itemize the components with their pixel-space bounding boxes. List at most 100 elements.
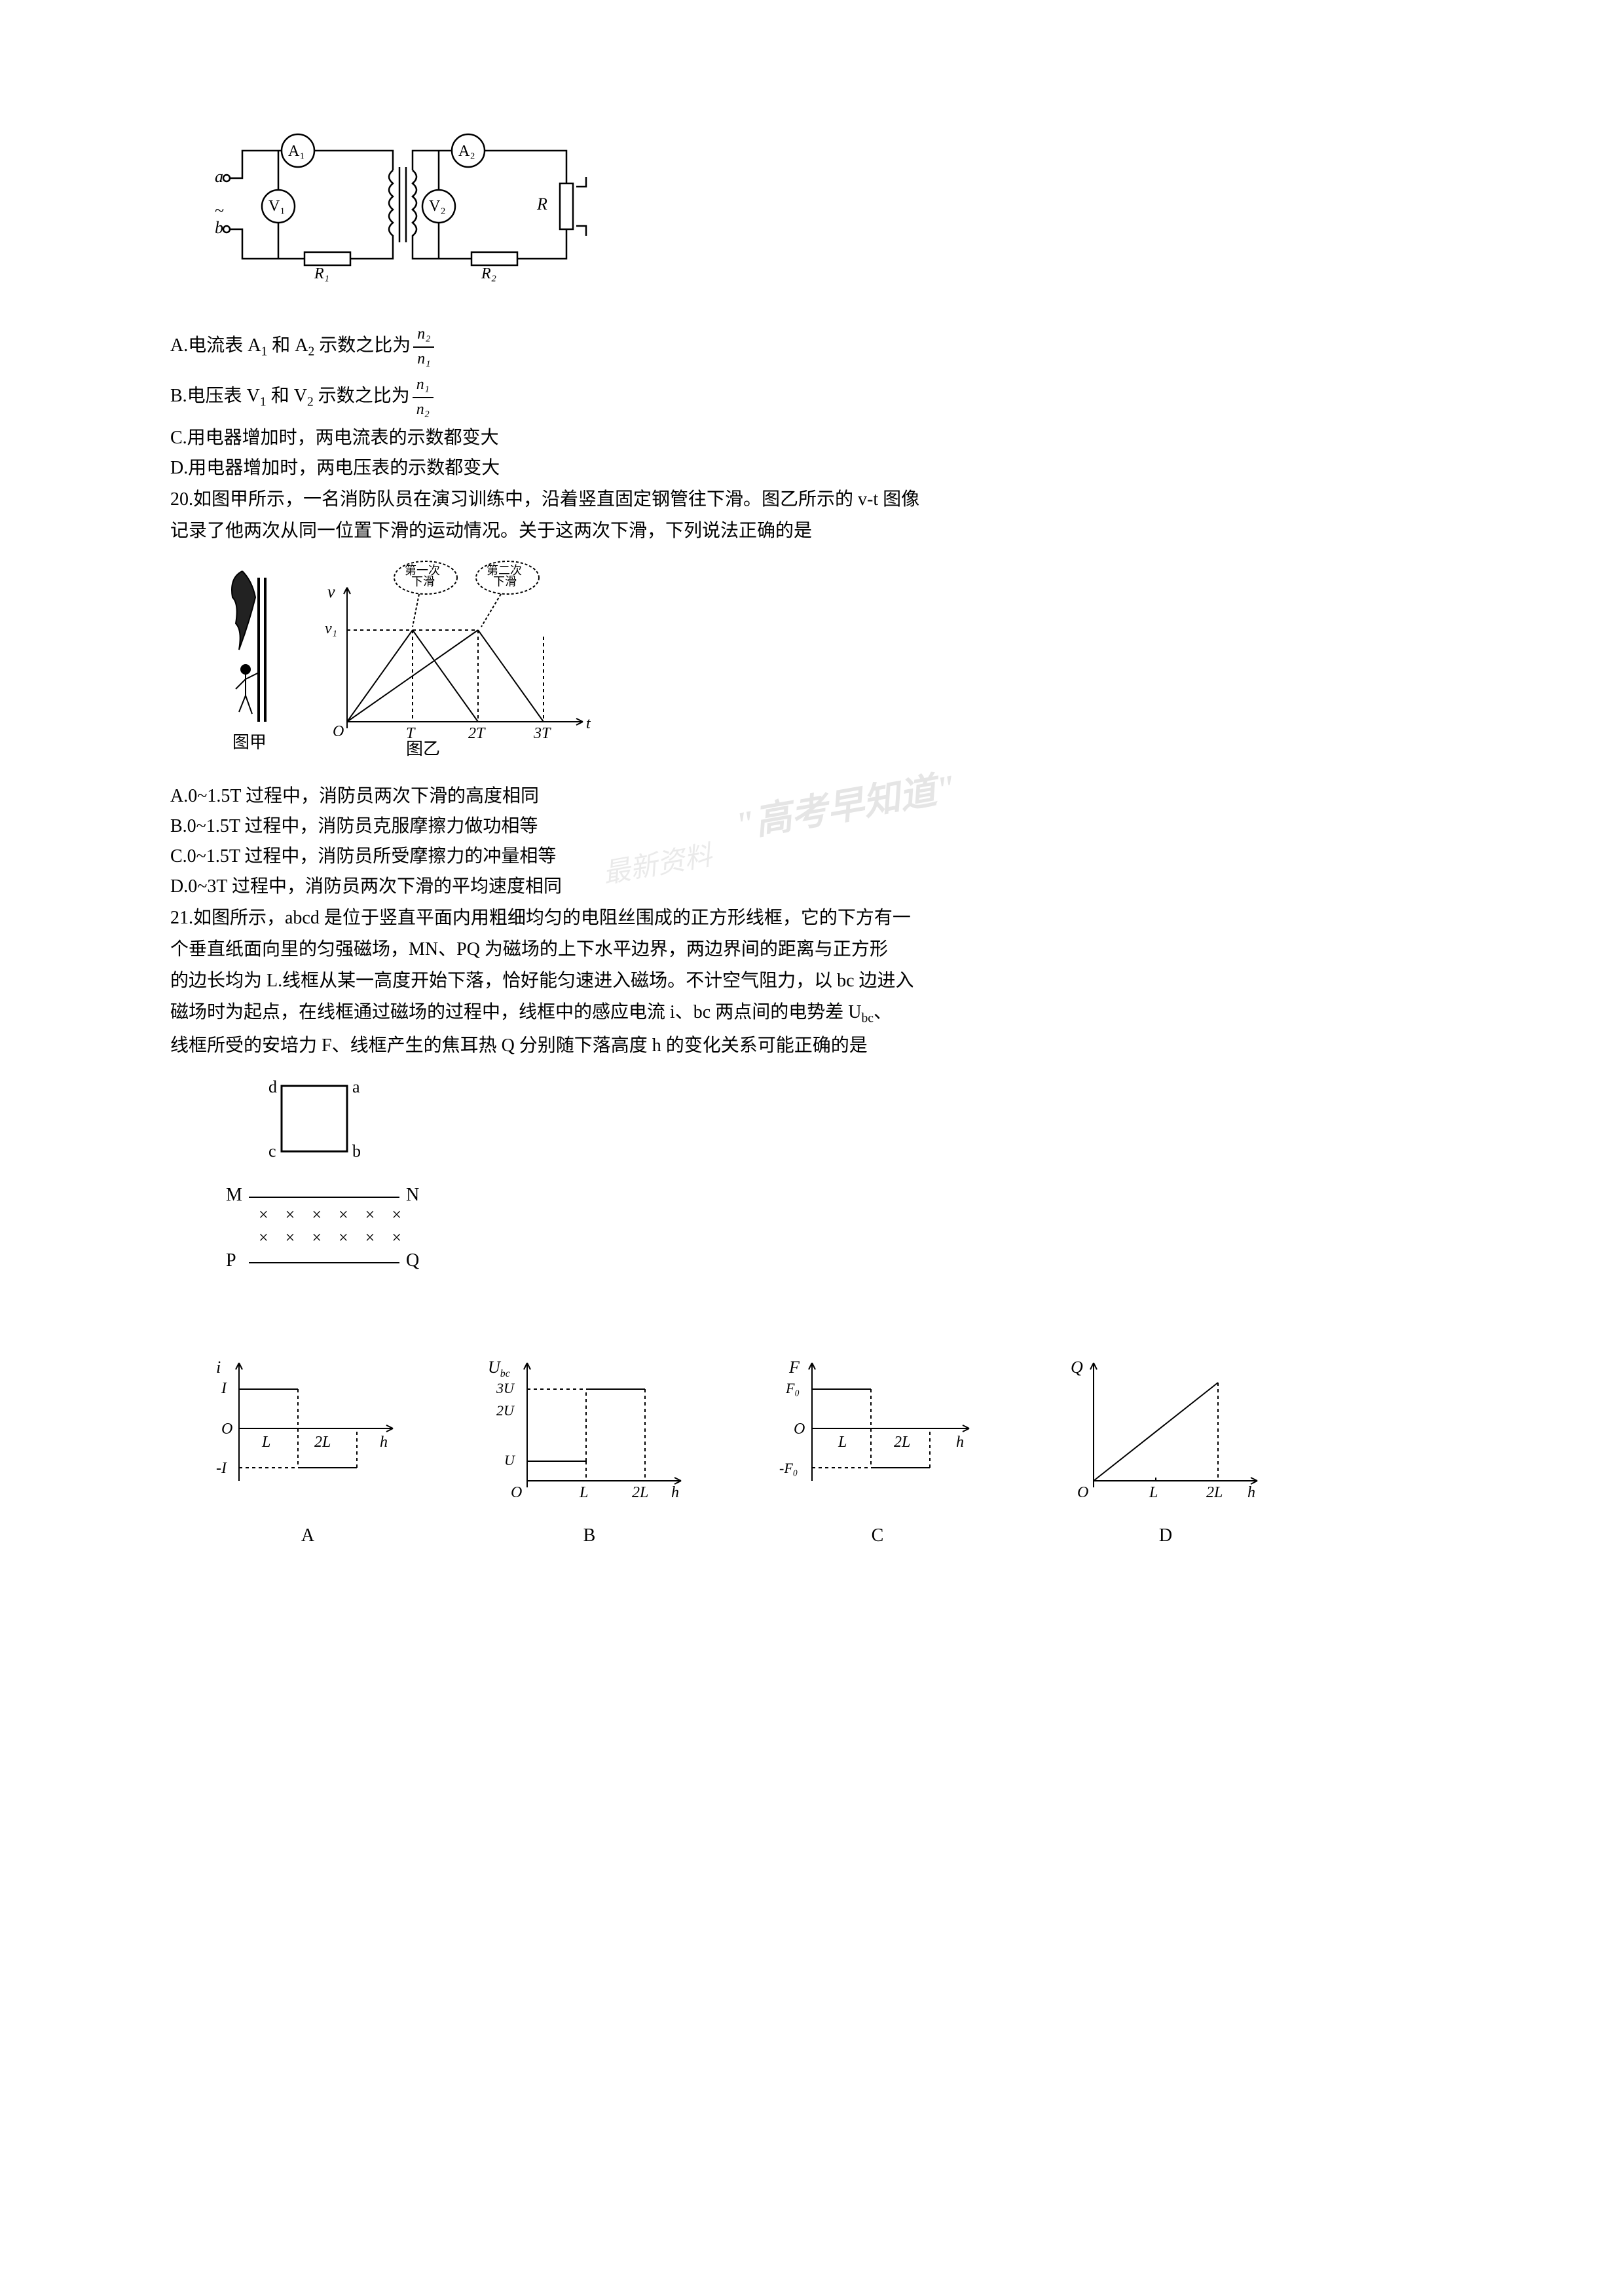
tick-F0: F₀	[785, 1380, 800, 1396]
fraction: n₂n₁	[413, 323, 434, 371]
option-text: 和 A	[267, 335, 308, 356]
label-R1: R₁	[314, 265, 329, 282]
graph-A: i I O -I L 2L h A	[210, 1350, 406, 1550]
q21-field-diagram: d a c b M N × × × × × × × × × × × × P Q	[210, 1073, 1454, 1330]
tick-L: L	[579, 1484, 588, 1501]
svg-text:× × × × × ×: × × × × × ×	[259, 1205, 401, 1224]
graph-B-svg: Ubc 3U 2U U O L 2L h	[485, 1350, 694, 1507]
option-text: A.电流表 A	[170, 335, 261, 356]
label-V1: V₁	[268, 198, 286, 215]
label-jia: 图甲	[232, 733, 267, 752]
q21-stem5: 线框所受的安培力 F、线框产生的焦耳热 Q 分别随下落高度 h 的变化关系可能正…	[170, 1032, 1454, 1060]
sub: 2	[308, 345, 314, 359]
text: 磁场时为起点，在线框通过磁场的过程中，线框中的感应电流 i、bc 两点间的电势差…	[170, 1002, 861, 1022]
field-svg: d a c b M N × × × × × × × × × × × × P Q	[210, 1073, 445, 1322]
q19-option-A: A.电流表 A1 和 A2 示数之比为n₂n₁	[170, 323, 1454, 371]
label-M: M	[226, 1185, 242, 1205]
axis-h: h	[1247, 1484, 1255, 1501]
q20-option-C: C.0~1.5T 过程中，消防员所受摩擦力的冲量相等	[170, 843, 1454, 870]
tick-L: L	[1149, 1484, 1158, 1501]
corner-a: a	[352, 1077, 360, 1096]
q19-option-D: D.用电器增加时，两电压表的示数都变大	[170, 455, 1454, 482]
svg-text:Ubc: Ubc	[488, 1358, 510, 1379]
axis-v1: v₁	[325, 620, 337, 637]
axis-i: i	[216, 1358, 221, 1377]
corner-b: b	[352, 1142, 361, 1161]
axis-v: v	[327, 582, 335, 601]
tick-negI: -I	[216, 1460, 227, 1477]
axis-h: h	[956, 1434, 964, 1451]
caption-A: A	[210, 1522, 406, 1550]
origin: O	[511, 1484, 522, 1501]
circuit-svg: a ~ b A₁ R₁ V₁	[210, 131, 602, 301]
q20-svg: 图甲 v v₁ O T 2T 3T t	[210, 558, 616, 761]
q20-option-A: A.0~1.5T 过程中，消防员两次下滑的高度相同	[170, 783, 1454, 810]
q21-graphs-row: i I O -I L 2L h A Ubc	[210, 1350, 1454, 1550]
fraction: n₁n₂	[413, 373, 434, 421]
tick-U: U	[504, 1452, 516, 1468]
tick-L: L	[261, 1434, 270, 1451]
option-text: 和 V	[267, 386, 307, 406]
label-V2: V₂	[429, 198, 446, 215]
svg-text:下滑: 下滑	[493, 575, 517, 588]
sub: 2	[307, 396, 314, 409]
option-text: B.电压表 V	[170, 386, 260, 406]
caption-C: C	[773, 1522, 982, 1550]
denom: n₂	[413, 398, 434, 422]
origin: O	[333, 723, 344, 740]
corner-d: d	[268, 1077, 277, 1096]
label-a: a	[215, 167, 223, 186]
q21-stem1: 21.如图所示，abcd 是位于竖直平面内用粗细均匀的电阻丝围成的正方形线框，它…	[170, 904, 1454, 932]
axis-h: h	[671, 1484, 679, 1501]
q21-stem2: 个垂直纸面向里的匀强磁场，MN、PQ 为磁场的上下水平边界，两边界间的距离与正方…	[170, 936, 1454, 963]
text: 、	[874, 1002, 892, 1022]
caption-D: D	[1061, 1522, 1270, 1550]
label-R2: R₂	[481, 265, 496, 282]
sub: 1	[261, 345, 267, 359]
q19-option-B: B.电压表 V1 和 V2 示数之比为n₁n₂	[170, 373, 1454, 421]
label-A2: A₂	[458, 143, 475, 160]
numer: n₂	[413, 323, 434, 348]
graph-D: Q O L 2L h D	[1061, 1350, 1270, 1550]
q20-option-D: D.0~3T 过程中，消防员两次下滑的平均速度相同	[170, 873, 1454, 901]
q20-figure: 图甲 v v₁ O T 2T 3T t	[210, 558, 1454, 770]
origin: O	[794, 1421, 805, 1438]
graph-D-svg: Q O L 2L h	[1061, 1350, 1270, 1507]
tick-2L: 2L	[1206, 1484, 1223, 1501]
graph-C: F F₀ O -F₀ L 2L h C	[773, 1350, 982, 1550]
svg-text:下滑: 下滑	[411, 575, 435, 588]
numer: n₁	[413, 373, 434, 398]
label-R: R	[536, 195, 547, 214]
label-tilde: ~	[215, 201, 224, 220]
corner-c: c	[268, 1142, 276, 1161]
svg-text:× × × × × ×: × × × × × ×	[259, 1228, 401, 1247]
caption-B: B	[485, 1522, 694, 1550]
graph-C-svg: F F₀ O -F₀ L 2L h	[773, 1350, 982, 1507]
sub: bc	[861, 1011, 874, 1025]
q20-option-B: B.0~1.5T 过程中，消防员克服摩擦力做功相等	[170, 813, 1454, 840]
q21-stem3: 的边长均为 L.线框从某一高度开始下落，恰好能匀速进入磁场。不计空气阻力，以 b…	[170, 967, 1454, 995]
tick-L: L	[838, 1434, 847, 1451]
tick-2L: 2L	[632, 1484, 648, 1501]
label-N: N	[406, 1185, 419, 1205]
axis-h: h	[380, 1434, 388, 1451]
tick-I: I	[221, 1380, 227, 1397]
tick-2T: 2T	[468, 725, 486, 742]
label-Q: Q	[406, 1250, 419, 1271]
tick-3T: 3T	[533, 725, 551, 742]
label-P: P	[226, 1250, 236, 1271]
q21-stem4: 磁场时为起点，在线框通过磁场的过程中，线框中的感应电流 i、bc 两点间的电势差…	[170, 999, 1454, 1028]
tick-2L: 2L	[314, 1434, 331, 1451]
sub: 1	[260, 396, 267, 409]
graph-B: Ubc 3U 2U U O L 2L h B	[485, 1350, 694, 1550]
option-text: 示数之比为	[314, 335, 411, 356]
tick-2L: 2L	[894, 1434, 910, 1451]
tick-negF0: -F₀	[779, 1460, 798, 1476]
origin: O	[221, 1421, 232, 1438]
axis-Q: Q	[1071, 1358, 1083, 1377]
label-b: b	[215, 218, 223, 237]
axis-t: t	[586, 715, 591, 732]
label-A1: A₁	[288, 143, 305, 160]
origin: O	[1077, 1484, 1088, 1501]
q20-stem2: 记录了他两次从同一位置下滑的运动情况。关于这两次下滑，下列说法正确的是	[170, 517, 1454, 545]
